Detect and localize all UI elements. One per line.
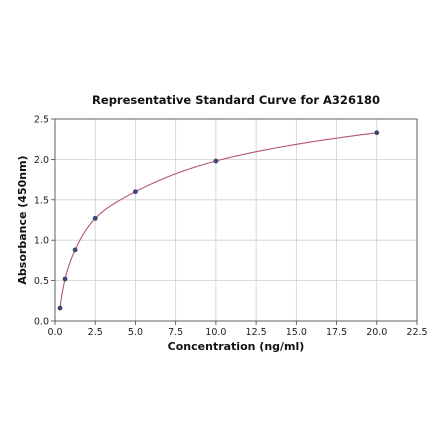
x-tick-label: 12.5 [246,327,267,338]
y-tick-label: 2.5 [34,115,49,126]
x-axis-label: Concentration (ng/ml) [168,340,305,353]
x-tick-label: 15.0 [286,327,307,338]
x-axis-ticks: 0.0 2.5 5.0 7.5 10.0 12.5 15.0 17.5 20.0 22.5 [47,321,428,338]
chart-title: Representative Standard Curve for A32618… [92,93,380,107]
data-point [213,158,219,164]
plot-frame [54,118,418,322]
data-point [374,130,380,136]
data-point [57,305,63,311]
x-tick-label: 7.5 [168,327,183,338]
x-tick-label: 2.5 [88,327,103,338]
data-point [133,189,138,195]
x-tick-label: 0.0 [47,327,62,338]
data-points [57,130,380,311]
x-tick-label: 5.0 [128,327,143,338]
data-point [72,247,78,253]
x-tick-label: 17.5 [326,327,347,338]
x-tick-label: 10.0 [205,327,226,338]
y-tick-label: 1.5 [34,195,49,206]
x-tick-label: 22.5 [406,327,427,338]
x-tick-label: 20.0 [366,327,387,338]
grid-lines [54,118,418,322]
y-tick-label: 0.5 [34,276,49,287]
data-point [92,215,98,221]
data-point [62,276,68,282]
y-tick-label: 1.0 [34,236,49,247]
y-tick-label: 0.0 [34,317,49,328]
y-tick-label: 2.0 [34,155,49,166]
y-axis-ticks: 0.0 0.5 1.0 1.5 2.0 2.5 [34,115,55,328]
y-axis-label: Absorbance (450nm) [16,155,29,284]
